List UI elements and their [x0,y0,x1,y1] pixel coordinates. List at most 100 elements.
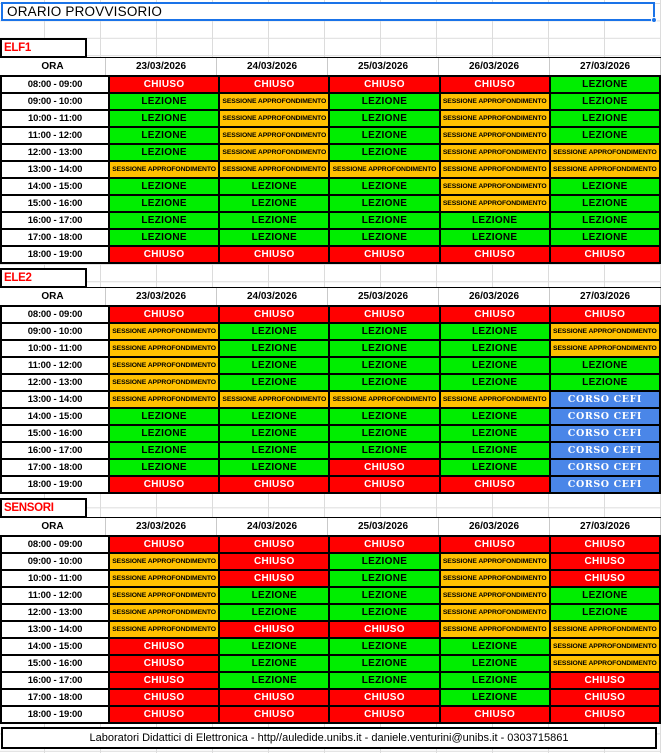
schedule-cell[interactable]: LEZIONE [110,111,219,126]
schedule-cell[interactable]: LEZIONE [330,128,439,143]
schedule-cell[interactable]: CHIUSO [440,477,549,492]
column-header-ora[interactable]: ORA [0,58,106,75]
time-cell[interactable]: 13:00 - 14:00 [2,622,108,637]
time-cell[interactable]: 11:00 - 12:00 [2,128,108,143]
time-cell[interactable]: 10:00 - 11:00 [2,341,108,356]
time-cell[interactable]: 15:00 - 16:00 [2,196,108,211]
schedule-cell[interactable]: SESSIONE APPROFONDIMENTO [110,588,219,603]
schedule-cell[interactable]: SESSIONE APPROFONDIMENTO [110,375,219,390]
column-header-date[interactable]: 25/03/2026 [328,288,439,305]
schedule-cell[interactable]: CHIUSO [550,307,659,322]
schedule-cell[interactable]: LEZIONE [330,375,439,390]
schedule-cell[interactable]: CHIUSO [330,460,439,475]
schedule-cell[interactable]: CORSO CEFI [550,477,659,492]
schedule-cell[interactable]: LEZIONE [110,230,219,245]
schedule-cell[interactable]: LEZIONE [330,443,439,458]
time-cell[interactable]: 10:00 - 11:00 [2,111,108,126]
time-cell[interactable]: 15:00 - 16:00 [2,656,108,671]
schedule-cell[interactable]: LEZIONE [550,375,659,390]
schedule-cell[interactable]: CHIUSO [220,690,329,705]
schedule-cell[interactable]: SESSIONE APPROFONDIMENTO [550,622,659,637]
schedule-cell[interactable]: SESSIONE APPROFONDIMENTO [330,162,439,177]
schedule-cell[interactable]: LEZIONE [550,179,659,194]
schedule-cell[interactable]: CHIUSO [220,622,329,637]
schedule-cell[interactable]: CHIUSO [330,690,439,705]
column-header-date[interactable]: 26/03/2026 [439,288,550,305]
column-header-date[interactable]: 23/03/2026 [106,518,217,535]
schedule-cell[interactable]: CHIUSO [110,537,219,552]
section-label-ele2[interactable]: ELE2 [0,268,87,288]
schedule-cell[interactable]: LEZIONE [550,588,659,603]
schedule-cell[interactable]: LEZIONE [440,639,549,654]
schedule-cell[interactable]: LEZIONE [330,409,439,424]
title-cell[interactable]: ORARIO PROVVISORIO [1,2,657,23]
column-header-date[interactable]: 23/03/2026 [106,288,217,305]
schedule-cell[interactable]: LEZIONE [330,656,439,671]
schedule-cell[interactable]: LEZIONE [110,213,219,228]
schedule-cell[interactable]: LEZIONE [330,588,439,603]
schedule-cell[interactable]: LEZIONE [330,341,439,356]
schedule-cell[interactable]: CHIUSO [110,477,219,492]
time-cell[interactable]: 10:00 - 11:00 [2,571,108,586]
time-cell[interactable]: 12:00 - 13:00 [2,375,108,390]
schedule-cell[interactable]: LEZIONE [330,213,439,228]
time-cell[interactable]: 12:00 - 13:00 [2,145,108,160]
time-cell[interactable]: 08:00 - 09:00 [2,537,108,552]
selection-fill-handle[interactable] [651,17,657,23]
schedule-cell[interactable]: SESSIONE APPROFONDIMENTO [110,358,219,373]
schedule-cell[interactable]: LEZIONE [440,230,549,245]
schedule-cell[interactable]: CHIUSO [220,247,329,262]
time-cell[interactable]: 12:00 - 13:00 [2,605,108,620]
schedule-cell[interactable]: CHIUSO [330,477,439,492]
time-cell[interactable]: 17:00 - 18:00 [2,690,108,705]
time-cell[interactable]: 08:00 - 09:00 [2,77,108,92]
schedule-cell[interactable]: LEZIONE [330,605,439,620]
schedule-cell[interactable]: SESSIONE APPROFONDIMENTO [550,145,659,160]
schedule-cell[interactable]: LEZIONE [220,426,329,441]
schedule-cell[interactable]: CHIUSO [550,690,659,705]
schedule-cell[interactable]: SESSIONE APPROFONDIMENTO [110,554,219,569]
column-header-date[interactable]: 25/03/2026 [328,518,439,535]
schedule-cell[interactable]: LEZIONE [110,409,219,424]
schedule-cell[interactable]: SESSIONE APPROFONDIMENTO [550,162,659,177]
schedule-cell[interactable]: LEZIONE [440,341,549,356]
schedule-cell[interactable]: LEZIONE [330,230,439,245]
time-cell[interactable]: 08:00 - 09:00 [2,307,108,322]
schedule-cell[interactable]: LEZIONE [550,111,659,126]
schedule-cell[interactable]: CHIUSO [440,77,549,92]
schedule-cell[interactable]: LEZIONE [440,426,549,441]
schedule-cell[interactable]: CHIUSO [440,307,549,322]
schedule-cell[interactable]: LEZIONE [550,94,659,109]
schedule-cell[interactable]: LEZIONE [440,656,549,671]
time-cell[interactable]: 18:00 - 19:00 [2,247,108,262]
column-header-ora[interactable]: ORA [0,288,106,305]
section-label-sensori[interactable]: SENSORI [0,498,87,518]
schedule-cell[interactable]: CHIUSO [330,307,439,322]
time-cell[interactable]: 18:00 - 19:00 [2,707,108,722]
time-cell[interactable]: 15:00 - 16:00 [2,426,108,441]
schedule-cell[interactable]: CHIUSO [110,673,219,688]
schedule-cell[interactable]: CHIUSO [110,656,219,671]
schedule-cell[interactable]: SESSIONE APPROFONDIMENTO [110,392,219,407]
schedule-cell[interactable]: CHIUSO [550,247,659,262]
schedule-cell[interactable]: LEZIONE [330,111,439,126]
schedule-cell[interactable]: LEZIONE [330,426,439,441]
schedule-cell[interactable]: CORSO CEFI [550,426,659,441]
schedule-cell[interactable]: SESSIONE APPROFONDIMENTO [110,571,219,586]
schedule-cell[interactable]: LEZIONE [220,460,329,475]
schedule-cell[interactable]: CHIUSO [220,477,329,492]
schedule-cell[interactable]: LEZIONE [220,375,329,390]
schedule-cell[interactable]: LEZIONE [330,639,439,654]
schedule-cell[interactable]: LEZIONE [440,375,549,390]
column-header-date[interactable]: 26/03/2026 [439,518,550,535]
schedule-cell[interactable]: LEZIONE [110,128,219,143]
schedule-cell[interactable]: CHIUSO [330,77,439,92]
column-header-date[interactable]: 27/03/2026 [550,518,661,535]
schedule-cell[interactable]: CORSO CEFI [550,392,659,407]
schedule-cell[interactable]: SESSIONE APPROFONDIMENTO [440,605,549,620]
schedule-cell[interactable]: SESSIONE APPROFONDIMENTO [440,392,549,407]
schedule-cell[interactable]: SESSIONE APPROFONDIMENTO [110,622,219,637]
time-cell[interactable]: 13:00 - 14:00 [2,162,108,177]
schedule-cell[interactable]: SESSIONE APPROFONDIMENTO [220,145,329,160]
time-cell[interactable]: 16:00 - 17:00 [2,443,108,458]
